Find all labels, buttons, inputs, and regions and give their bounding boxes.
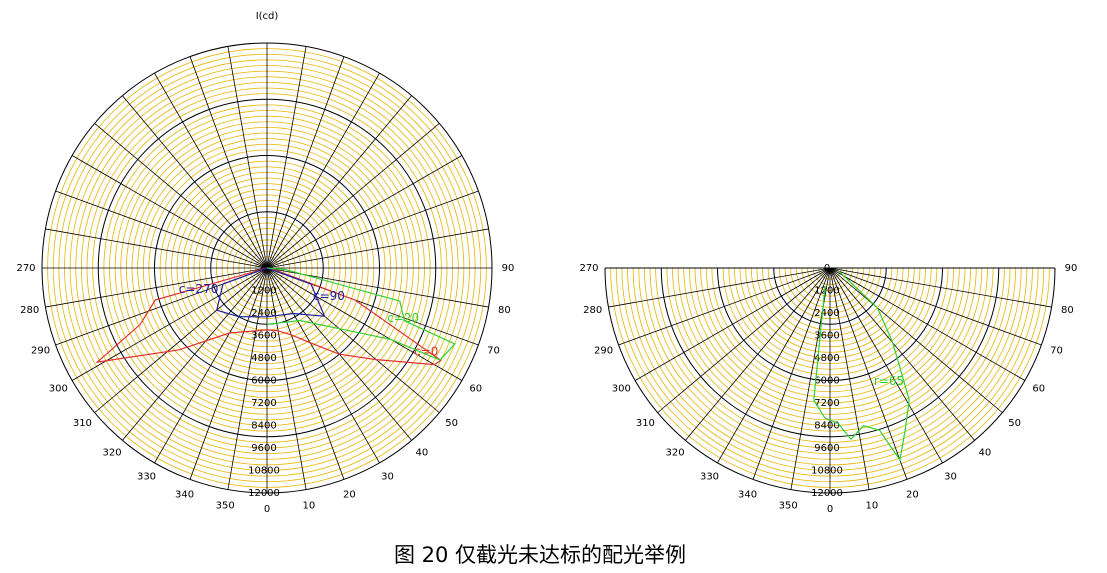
theta-tick-label: 270 — [16, 263, 35, 274]
theta-tick-label: 340 — [738, 489, 757, 500]
r-tick-label: 0 — [824, 263, 830, 274]
r-tick-label: 8400 — [251, 421, 276, 432]
r-tick-label: 6000 — [814, 376, 839, 387]
curve-label: c=90 — [313, 289, 345, 303]
r-tick-label: 9600 — [251, 443, 276, 454]
theta-tick-label: 300 — [49, 384, 68, 395]
theta-tick-label: 290 — [31, 345, 50, 356]
r-tick-label: 10800 — [811, 466, 843, 477]
theta-tick-label: 50 — [445, 418, 458, 429]
theta-tick-label: 290 — [594, 345, 613, 356]
r-tick-label: 3600 — [251, 331, 276, 342]
axis-title: I(cd) — [256, 11, 279, 22]
theta-tick-label: 60 — [469, 384, 482, 395]
r-tick-label: 1200 — [251, 286, 276, 297]
theta-tick-label: 10 — [302, 500, 315, 511]
r-tick-label: 1200 — [814, 286, 839, 297]
intensity-curve — [215, 267, 268, 318]
r-tick-label: 3600 — [814, 331, 839, 342]
caption: 图 20 仅截光未达标的配光举例 — [394, 543, 686, 567]
intensity-curve — [266, 267, 442, 366]
theta-tick-label: 30 — [944, 472, 957, 483]
ring — [717, 267, 943, 381]
theta-tick-label: 50 — [1008, 418, 1021, 429]
theta-tick-label: 10 — [865, 500, 878, 511]
theta-tick-label: 350 — [779, 500, 798, 511]
r-tick-label: 10800 — [248, 466, 280, 477]
intensity-curve — [266, 267, 456, 361]
theta-tick-label: 340 — [175, 489, 194, 500]
theta-tick-label: 270 — [579, 263, 598, 274]
ring — [660, 267, 1000, 438]
r-tick-label: 4800 — [814, 353, 839, 364]
theta-tick-label: 330 — [700, 472, 719, 483]
theta-tick-label: 280 — [20, 305, 39, 316]
theta-tick-label: 60 — [1032, 384, 1045, 395]
theta-tick-label: 40 — [416, 448, 429, 459]
theta-tick-label: 80 — [498, 305, 511, 316]
theta-tick-label: 90 — [1065, 263, 1078, 274]
curve-label: c=20 — [387, 311, 419, 325]
theta-tick-label: 350 — [216, 500, 235, 511]
ring — [773, 267, 887, 325]
theta-tick-label: 70 — [487, 345, 500, 356]
theta-tick-label: 0 — [827, 504, 833, 515]
curve-label: c=270 — [179, 282, 219, 296]
theta-tick-label: 310 — [636, 418, 655, 429]
r-tick-label: 12000 — [248, 488, 280, 499]
theta-tick-label: 320 — [103, 448, 122, 459]
r-tick-label: 6000 — [251, 376, 276, 387]
r-tick-label: 12000 — [811, 488, 843, 499]
ring — [97, 98, 437, 438]
r-tick-label: 4800 — [251, 353, 276, 364]
theta-tick-label: 280 — [583, 305, 602, 316]
r-tick-label: 9600 — [814, 443, 839, 454]
theta-tick-label: 300 — [612, 384, 631, 395]
ring — [604, 267, 1056, 494]
ring — [154, 155, 380, 381]
intensity-curve — [95, 267, 268, 363]
intensity-curve — [266, 267, 326, 318]
theta-tick-label: 0 — [264, 504, 270, 515]
theta-tick-label: 40 — [979, 448, 992, 459]
theta-tick-label: 330 — [137, 472, 156, 483]
r-tick-label: 2400 — [814, 308, 839, 319]
r-tick-label: 7200 — [251, 398, 276, 409]
theta-tick-label: 310 — [73, 418, 92, 429]
r-tick-label: 8400 — [814, 421, 839, 432]
curve-label: r=65 — [874, 374, 904, 388]
ring — [41, 42, 493, 494]
theta-tick-label: 20 — [906, 489, 919, 500]
theta-tick-label: 20 — [343, 489, 356, 500]
curve-label: c=0 — [414, 344, 438, 358]
r-tick-label: 7200 — [814, 398, 839, 409]
intensity-curve — [813, 270, 910, 462]
theta-tick-label: 80 — [1061, 305, 1074, 316]
theta-tick-label: 90 — [502, 263, 515, 274]
theta-tick-label: 70 — [1050, 345, 1063, 356]
r-tick-label: 2400 — [251, 308, 276, 319]
theta-tick-label: 30 — [381, 472, 394, 483]
theta-tick-label: 320 — [666, 448, 685, 459]
